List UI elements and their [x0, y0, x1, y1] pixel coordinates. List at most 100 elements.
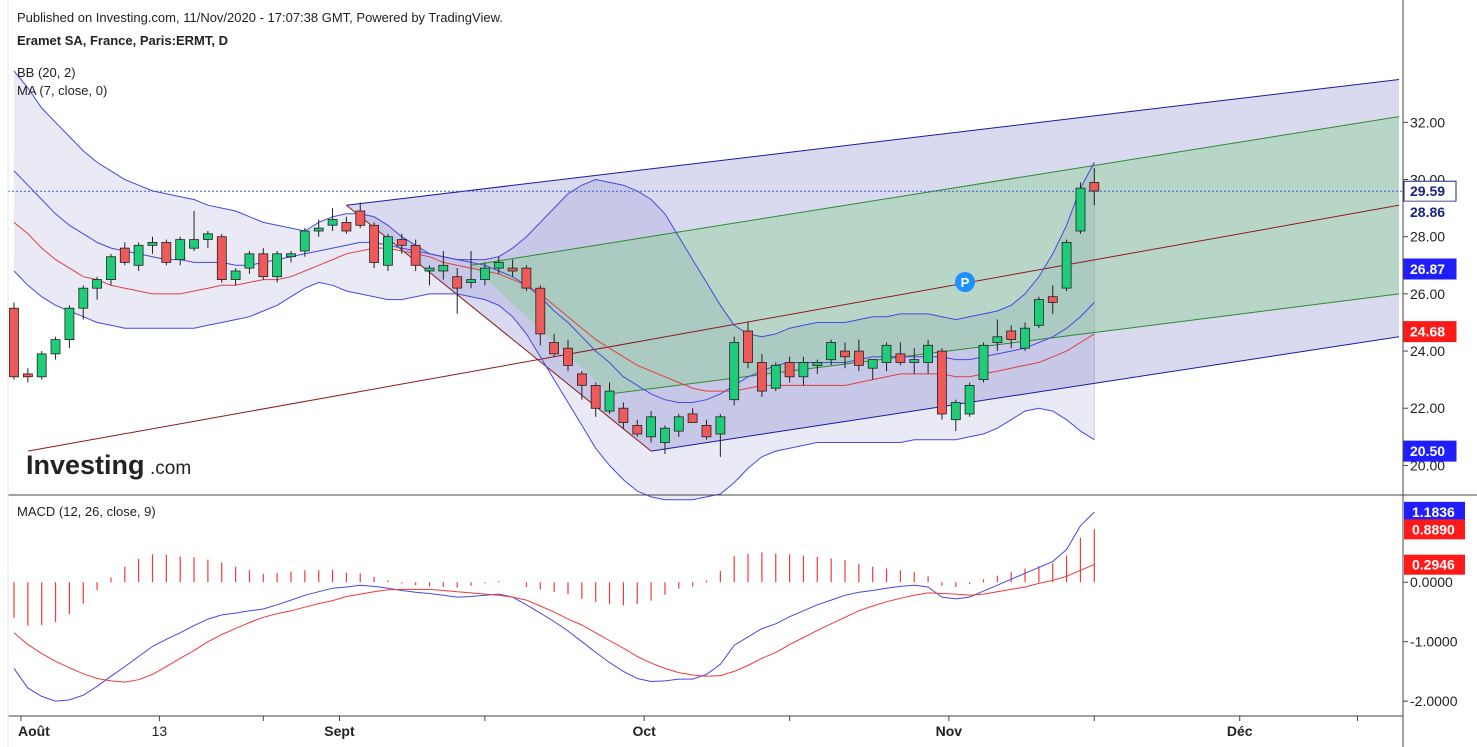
candle[interactable] — [909, 348, 920, 374]
price-tag-box — [1403, 201, 1457, 223]
pitchfork-median-line[interactable] — [27, 204, 1400, 452]
candle[interactable] — [798, 356, 809, 386]
candle[interactable] — [646, 411, 656, 443]
candle[interactable] — [327, 208, 338, 231]
candle[interactable] — [604, 382, 615, 414]
candle[interactable] — [410, 239, 421, 271]
bb-indicator-label[interactable]: BB (20, 2) — [17, 65, 76, 80]
candle[interactable] — [701, 419, 712, 440]
candle[interactable] — [313, 219, 324, 237]
candle[interactable] — [22, 368, 33, 383]
candle[interactable] — [1061, 239, 1072, 292]
candle[interactable] — [479, 262, 490, 286]
pitchfork-handle-line[interactable] — [346, 204, 652, 452]
pitchfork-inner-lower-line[interactable] — [609, 293, 1400, 395]
candle[interactable] — [1047, 285, 1058, 314]
candle[interactable] — [286, 250, 296, 263]
candle[interactable] — [36, 351, 47, 380]
candle[interactable] — [106, 253, 116, 286]
candle[interactable] — [424, 265, 435, 286]
candle-body — [992, 336, 1003, 343]
candle[interactable] — [715, 413, 726, 457]
candle[interactable] — [341, 216, 352, 234]
candle[interactable] — [147, 236, 158, 254]
candle-body — [147, 241, 158, 246]
candle[interactable] — [438, 250, 449, 280]
candle[interactable] — [119, 242, 130, 266]
candle[interactable] — [770, 362, 781, 392]
candle[interactable] — [840, 342, 850, 369]
candle[interactable] — [826, 339, 836, 366]
candle-body — [272, 253, 283, 278]
candle[interactable] — [812, 359, 823, 374]
candle[interactable] — [466, 250, 477, 289]
candle[interactable] — [1006, 325, 1017, 349]
candle[interactable] — [1020, 322, 1030, 352]
candle[interactable] — [1034, 296, 1044, 329]
candle[interactable] — [452, 268, 463, 314]
candle[interactable] — [396, 233, 407, 254]
candle[interactable] — [382, 233, 393, 271]
pitchfork-marker-circle[interactable] — [955, 272, 975, 292]
candle[interactable] — [216, 233, 227, 283]
candle[interactable] — [937, 348, 947, 420]
bollinger-band-fill — [14, 70, 1095, 500]
candle[interactable] — [9, 302, 19, 380]
candle[interactable] — [189, 210, 199, 251]
candle[interactable] — [521, 265, 532, 292]
pitchfork-inner-upper-line[interactable] — [470, 116, 1400, 266]
candle[interactable] — [978, 342, 989, 383]
candle[interactable] — [632, 419, 643, 437]
pitchfork-marker[interactable]: P — [955, 272, 975, 292]
candle[interactable] — [757, 353, 767, 397]
candle[interactable] — [895, 342, 906, 366]
pitchfork-lower-line[interactable] — [651, 336, 1400, 452]
candle[interactable] — [1089, 168, 1100, 206]
candle[interactable] — [923, 339, 933, 374]
candle-body — [64, 307, 75, 341]
candle[interactable] — [230, 268, 241, 286]
candle[interactable] — [244, 250, 255, 274]
candle[interactable] — [299, 228, 310, 257]
pitchfork-upper-line[interactable] — [346, 78, 1400, 206]
candle[interactable] — [161, 239, 172, 266]
candle[interactable] — [175, 236, 186, 266]
candle[interactable] — [673, 413, 684, 437]
candle[interactable] — [743, 322, 753, 369]
candle[interactable] — [64, 305, 75, 349]
candle[interactable] — [964, 382, 975, 417]
ma-indicator-label[interactable]: MA (7, close, 0) — [17, 83, 107, 98]
candle[interactable] — [577, 371, 587, 400]
candle[interactable] — [507, 259, 518, 277]
candle-body — [1020, 327, 1030, 349]
candle[interactable] — [258, 248, 269, 280]
macd-indicator-label[interactable]: MACD (12, 26, close, 9) — [17, 504, 156, 519]
candle[interactable] — [535, 285, 546, 346]
candle[interactable] — [618, 402, 629, 429]
candle[interactable] — [867, 359, 878, 380]
candle[interactable] — [950, 399, 961, 432]
candle[interactable] — [881, 342, 892, 372]
candle[interactable] — [133, 242, 144, 271]
candle[interactable] — [50, 336, 61, 360]
candle[interactable] — [78, 285, 89, 320]
candle[interactable] — [660, 425, 670, 454]
candle[interactable] — [854, 339, 864, 372]
candle[interactable] — [92, 276, 102, 300]
candle[interactable] — [202, 230, 213, 249]
candle[interactable] — [784, 356, 795, 383]
candle[interactable] — [729, 336, 740, 406]
macd-value-label: 0.2946 — [1412, 557, 1455, 573]
candle[interactable] — [992, 319, 1003, 352]
candle[interactable] — [369, 222, 380, 269]
candle[interactable] — [563, 339, 573, 372]
candle[interactable] — [272, 250, 283, 283]
candle[interactable] — [1075, 182, 1086, 234]
candle[interactable] — [493, 256, 504, 274]
candle[interactable] — [355, 202, 366, 229]
candle[interactable] — [590, 382, 601, 417]
candle[interactable] — [687, 408, 698, 423]
candle[interactable] — [549, 333, 559, 357]
price-tag: 29.59 — [1403, 180, 1457, 202]
